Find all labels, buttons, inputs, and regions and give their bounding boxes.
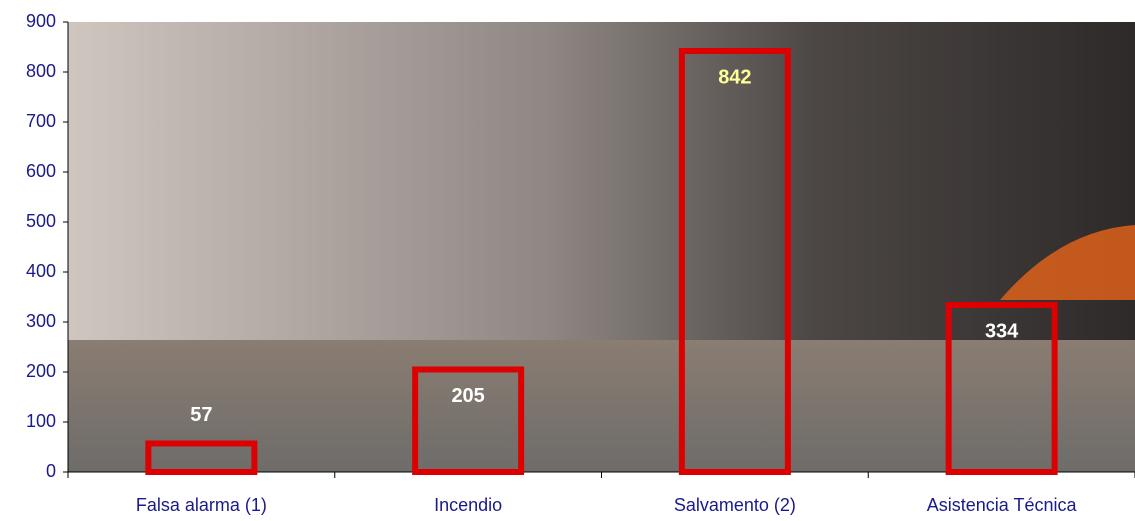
background-ground — [68, 340, 1135, 472]
y-tick-label: 600 — [26, 161, 56, 181]
value-label: 334 — [985, 320, 1019, 342]
bar — [412, 366, 525, 475]
y-tick-label: 500 — [26, 211, 56, 231]
value-label: 205 — [451, 385, 484, 407]
value-label: 57 — [190, 404, 212, 426]
x-tick-label: Salvamento (2) — [674, 495, 796, 515]
value-label: 842 — [718, 66, 751, 88]
y-tick-label: 200 — [26, 361, 56, 381]
y-tick-label: 300 — [26, 311, 56, 331]
y-tick-label: 100 — [26, 411, 56, 431]
y-tick-label: 700 — [26, 111, 56, 131]
bar — [145, 440, 258, 475]
bar — [678, 48, 791, 475]
x-tick-label: Asistencia Técnica — [927, 495, 1078, 515]
x-tick-label: Incendio — [434, 495, 502, 515]
background-fire — [1000, 225, 1135, 300]
y-tick-label: 0 — [46, 461, 56, 481]
bar — [945, 302, 1058, 475]
background-photo — [68, 22, 1135, 352]
y-tick-label: 900 — [26, 11, 56, 31]
y-tick-label: 400 — [26, 261, 56, 281]
x-tick-label: Falsa alarma (1) — [136, 495, 267, 515]
y-tick-label: 800 — [26, 61, 56, 81]
